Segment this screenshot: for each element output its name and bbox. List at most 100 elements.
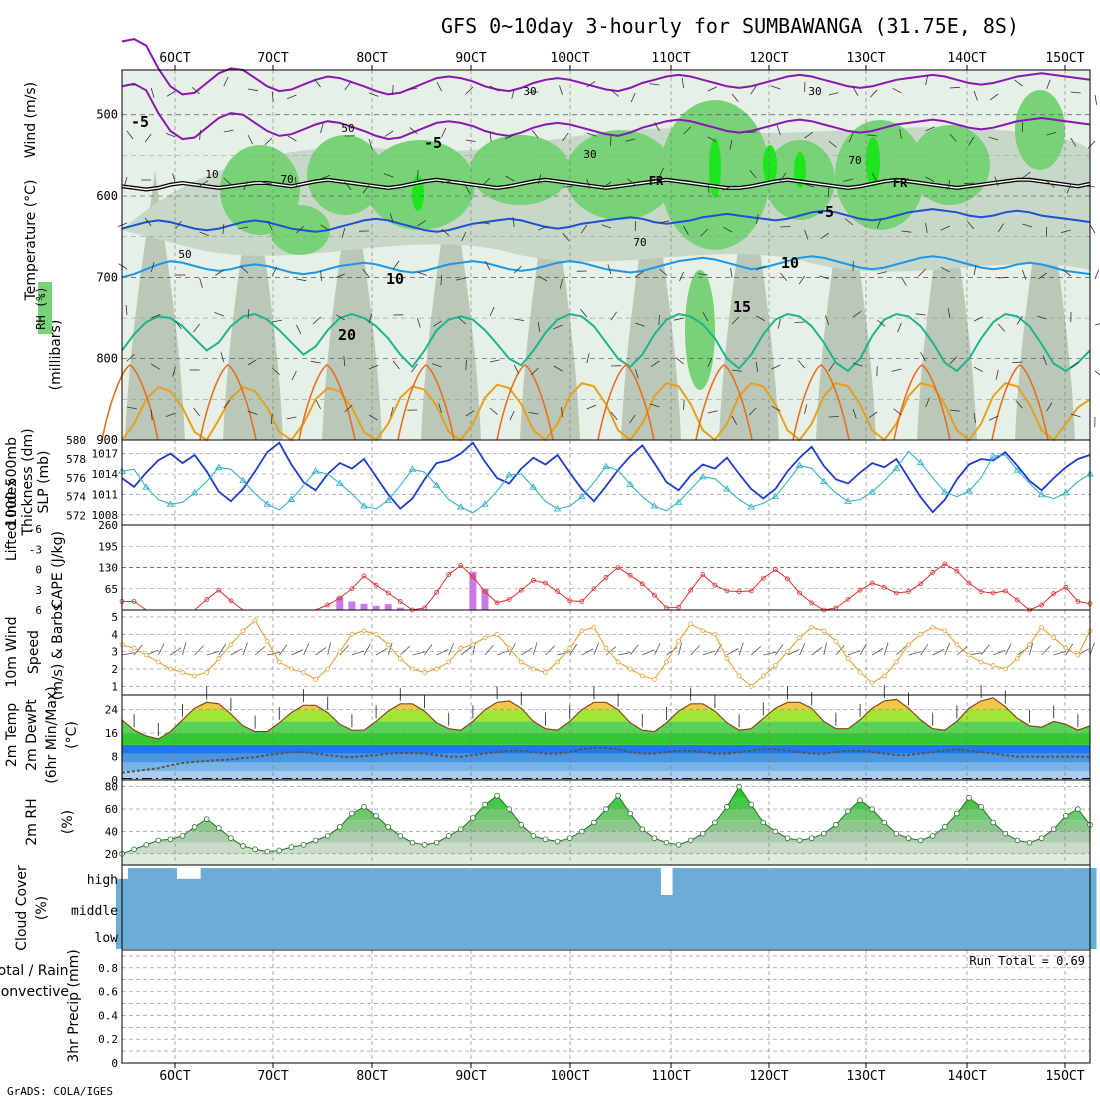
contour-label: FR: [649, 174, 664, 188]
surface-wind-barb: [363, 643, 371, 656]
cloud-cell: [406, 868, 419, 895]
wind-barb: [967, 221, 975, 230]
contour-label: 70: [280, 173, 293, 186]
wind-barb: [411, 363, 418, 373]
x-tick-bottom: 6OCT: [159, 1069, 190, 1084]
rh-point: [530, 833, 537, 839]
wind-barb: [123, 176, 128, 187]
temp-band: [122, 709, 1090, 722]
chart-title: GFS 0~10day 3-hourly for SUMBAWANGA (31.…: [441, 14, 1019, 38]
thickness-point: [263, 500, 271, 507]
rh-point: [1075, 806, 1081, 812]
rh-point: [276, 847, 283, 854]
wind-barb: [118, 263, 128, 270]
wind-barb: [659, 167, 664, 178]
wind-barb: [586, 132, 597, 137]
cloud-cell: [249, 922, 262, 949]
cape-bar: [348, 601, 356, 610]
wind-barb: [247, 134, 253, 145]
wind-barb: [271, 367, 280, 375]
wind-barb: [320, 224, 330, 231]
li-point: [337, 595, 343, 601]
cloud-cell: [515, 922, 528, 949]
marks-layer: [101, 38, 1100, 857]
thickness-point: [287, 495, 296, 502]
rh-point: [724, 804, 730, 810]
cloud-cell: [757, 922, 770, 949]
contour-label: 10: [205, 168, 218, 181]
contour-label: -5: [424, 134, 442, 152]
surface-wind-barb: [315, 647, 327, 656]
cloud-cell: [648, 922, 661, 949]
li-point: [652, 592, 657, 598]
cape-tick: 130: [98, 562, 118, 575]
surface-wind-barb: [508, 643, 516, 656]
thickness-point: [699, 472, 707, 480]
wind-barb: [172, 366, 176, 377]
cloud-cell: [1047, 868, 1061, 895]
cloud-cell: [938, 922, 952, 949]
thickness-point: [408, 465, 417, 472]
cloud-cell: [297, 868, 311, 895]
li-point: [555, 589, 560, 594]
wind-barb: [630, 92, 636, 103]
wind-speed-point: [1039, 624, 1044, 630]
wind-speed-point: [325, 666, 331, 672]
thickness-tick: 578: [66, 453, 86, 466]
cloud-cell: [563, 868, 577, 895]
wind-barb: [223, 129, 234, 133]
wind-barb: [707, 86, 718, 92]
x-tick-bottom: 10OCT: [550, 1069, 589, 1084]
cloud-cell: [902, 868, 916, 895]
x-tick-top: 7OCT: [257, 51, 288, 66]
surface-wind-barb: [1004, 643, 1012, 656]
wind-barb: [649, 83, 660, 86]
upper-air-tick: 600: [96, 189, 118, 203]
surface-wind-barb: [569, 643, 578, 656]
wind-barb: [199, 129, 201, 141]
thickness-point: [747, 503, 755, 510]
wind-barb: [730, 268, 733, 279]
surface-wind-barb: [121, 652, 135, 656]
surface-wind-barb: [267, 651, 280, 656]
li-point: [712, 582, 718, 588]
surface-wind-barb: [654, 643, 661, 656]
cloud-cell: [914, 868, 928, 895]
li-point: [748, 588, 754, 594]
wind-barb: [901, 230, 912, 233]
rh-point: [820, 830, 827, 837]
wind-barb: [722, 185, 733, 191]
wind-barb: [295, 177, 297, 188]
cloud-cell: [890, 895, 903, 922]
thickness-point: [795, 461, 804, 468]
cape-bar: [384, 604, 392, 610]
wind-barb: [876, 319, 886, 327]
wind-speed-point: [506, 645, 512, 651]
cloud-cell: [176, 922, 190, 949]
cloud-cell: [1059, 922, 1073, 949]
thickness-point: [723, 485, 731, 492]
rh-point: [1026, 839, 1033, 846]
x-tick-top: 15OCT: [1045, 51, 1084, 66]
wind-barb: [489, 131, 492, 142]
surface-wind-barb: [242, 642, 248, 656]
cloud-cell: [745, 895, 758, 922]
li-point: [845, 596, 851, 602]
wind-barb: [150, 363, 160, 370]
wind-barb: [514, 318, 525, 321]
cloud-cell: [745, 868, 758, 895]
wind-speed-point: [167, 666, 173, 672]
wind-barb: [383, 173, 394, 178]
upper-air-axis-label: (millibars): [48, 320, 64, 391]
wind-barb: [949, 133, 957, 142]
wind-barb: [223, 399, 231, 409]
isotherm-25-tongue: [101, 364, 159, 441]
surface-wind-barb: [726, 648, 739, 656]
cloud-cell: [987, 895, 1000, 922]
li-point: [1039, 602, 1044, 608]
wind-barb: [484, 261, 491, 271]
precip-tick: 0.8: [98, 962, 118, 975]
cloud-cell: [926, 922, 940, 949]
upper-air-tick: 900: [96, 433, 118, 447]
wind-barb: [746, 131, 757, 133]
